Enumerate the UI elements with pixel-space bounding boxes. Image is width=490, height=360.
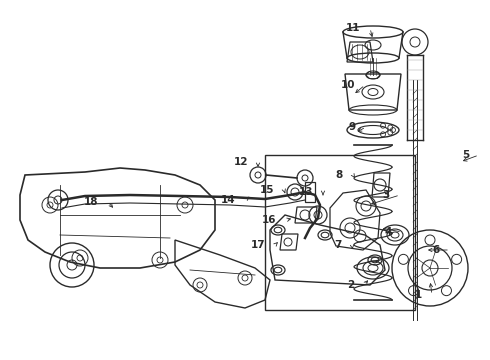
Text: 13: 13 bbox=[298, 187, 313, 197]
Text: 12: 12 bbox=[234, 157, 248, 167]
Text: 14: 14 bbox=[220, 195, 235, 205]
Text: 11: 11 bbox=[345, 23, 360, 33]
Text: 18: 18 bbox=[83, 197, 98, 207]
Text: 4: 4 bbox=[385, 227, 392, 237]
Text: 3: 3 bbox=[383, 190, 390, 200]
Text: 9: 9 bbox=[349, 122, 356, 132]
Text: 2: 2 bbox=[347, 280, 354, 290]
Text: 10: 10 bbox=[341, 80, 355, 90]
Text: 5: 5 bbox=[462, 150, 469, 160]
Text: 1: 1 bbox=[415, 290, 422, 300]
Text: 17: 17 bbox=[250, 240, 265, 250]
Text: 6: 6 bbox=[433, 245, 440, 255]
Text: 7: 7 bbox=[335, 240, 342, 250]
Text: 15: 15 bbox=[260, 185, 274, 195]
Text: 16: 16 bbox=[262, 215, 276, 225]
Bar bbox=[265, 155, 415, 310]
Text: 8: 8 bbox=[336, 170, 343, 180]
